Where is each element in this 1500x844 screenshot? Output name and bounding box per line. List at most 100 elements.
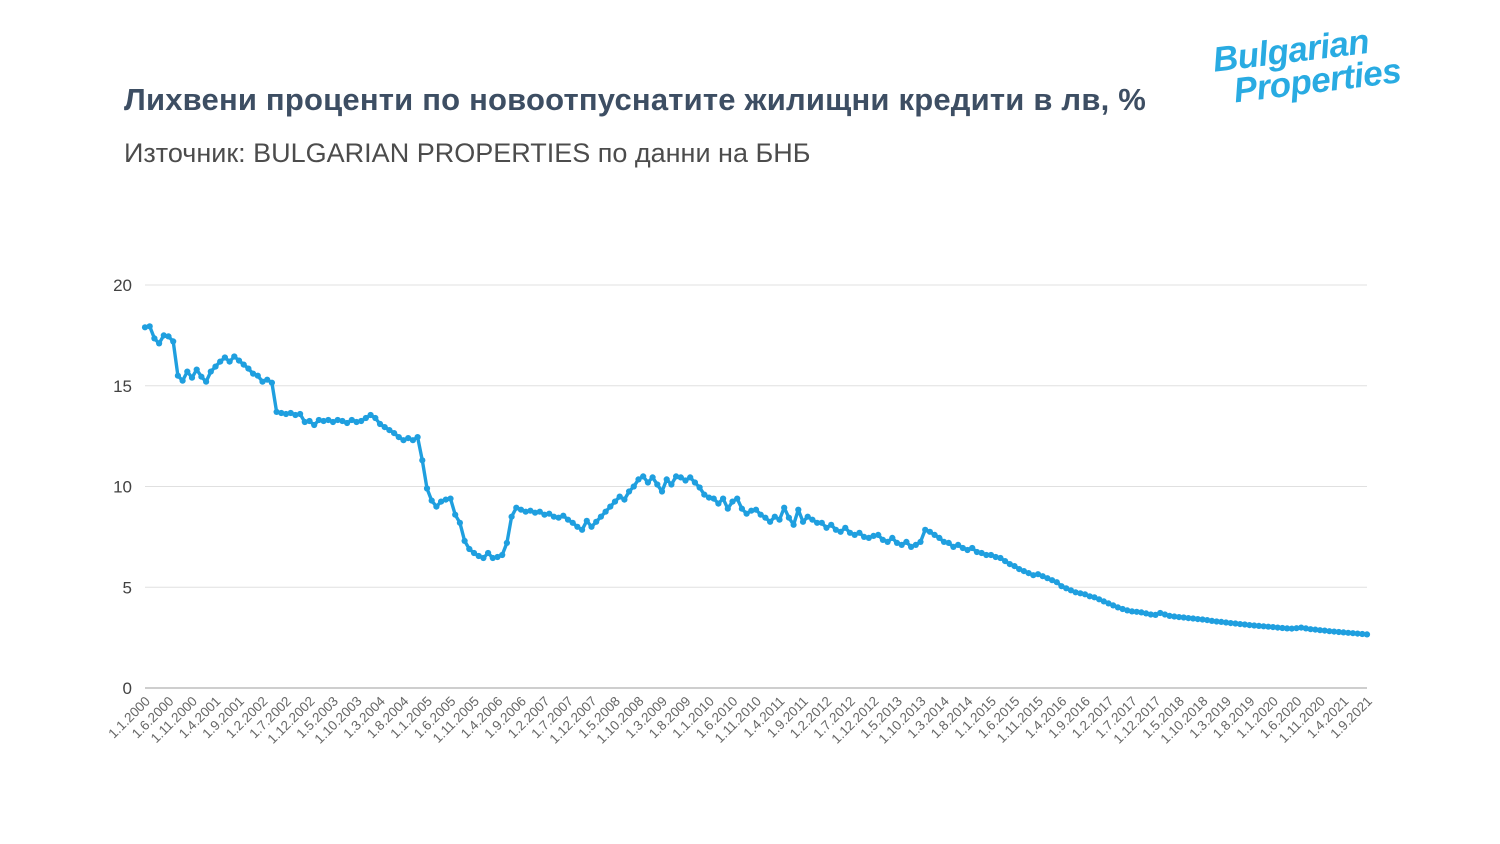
data-point bbox=[588, 523, 595, 530]
data-point bbox=[710, 495, 717, 502]
data-point bbox=[381, 424, 388, 431]
data-point bbox=[649, 474, 656, 481]
data-point bbox=[1251, 622, 1258, 629]
data-point bbox=[983, 551, 990, 559]
data-point bbox=[790, 521, 797, 528]
data-point bbox=[1326, 628, 1333, 635]
data-point bbox=[1204, 617, 1211, 624]
data-point bbox=[593, 518, 600, 525]
data-point bbox=[950, 543, 957, 550]
data-point bbox=[658, 488, 666, 495]
data-point bbox=[532, 509, 539, 516]
data-point bbox=[720, 495, 727, 502]
data-point bbox=[546, 510, 553, 517]
data-point bbox=[1147, 611, 1154, 618]
data-point bbox=[1011, 563, 1018, 570]
data-point bbox=[240, 361, 247, 368]
data-point bbox=[489, 554, 496, 562]
data-point bbox=[607, 503, 614, 510]
data-point bbox=[842, 524, 849, 531]
data-point bbox=[814, 519, 821, 526]
data-point bbox=[1269, 624, 1277, 631]
data-point bbox=[884, 538, 891, 545]
data-point bbox=[376, 420, 384, 428]
data-point bbox=[1157, 609, 1164, 617]
y-axis-tick-label: 5 bbox=[123, 578, 132, 597]
data-point bbox=[409, 437, 416, 444]
data-point bbox=[837, 528, 844, 535]
brand-logo: Bulgarian Properties bbox=[1211, 21, 1404, 111]
data-point bbox=[541, 511, 548, 518]
data-point bbox=[691, 479, 699, 486]
data-point bbox=[221, 354, 228, 361]
data-point bbox=[1034, 571, 1042, 578]
data-point bbox=[1119, 605, 1126, 613]
data-point bbox=[597, 513, 605, 520]
data-point bbox=[1161, 611, 1168, 618]
data-point bbox=[517, 506, 525, 513]
data-point bbox=[1227, 620, 1234, 627]
data-point bbox=[391, 430, 398, 437]
data-point bbox=[1363, 631, 1371, 638]
data-point bbox=[898, 541, 905, 548]
data-point bbox=[466, 545, 473, 553]
data-point bbox=[325, 416, 332, 424]
data-point bbox=[560, 512, 567, 519]
data-point bbox=[1020, 568, 1027, 575]
data-point bbox=[174, 372, 181, 379]
data-point bbox=[828, 521, 835, 528]
data-point bbox=[1110, 602, 1117, 609]
data-point bbox=[569, 519, 576, 526]
data-point bbox=[513, 504, 520, 511]
data-point bbox=[1114, 604, 1121, 611]
data-point bbox=[1124, 607, 1131, 614]
data-point bbox=[188, 374, 196, 381]
data-point bbox=[635, 476, 642, 483]
data-point bbox=[1138, 609, 1145, 616]
data-point bbox=[1039, 573, 1046, 580]
data-point bbox=[193, 366, 200, 373]
data-point bbox=[1072, 589, 1079, 596]
data-point bbox=[485, 549, 492, 557]
data-point bbox=[757, 511, 764, 518]
data-point bbox=[809, 516, 816, 523]
data-point bbox=[508, 513, 515, 520]
data-point bbox=[579, 526, 586, 533]
data-point bbox=[781, 504, 788, 511]
data-point bbox=[705, 494, 713, 501]
data-point bbox=[395, 434, 402, 441]
data-point bbox=[329, 418, 337, 426]
data-point bbox=[1340, 629, 1347, 636]
data-point bbox=[1265, 623, 1272, 630]
data-point bbox=[1016, 566, 1023, 573]
data-point bbox=[729, 498, 736, 505]
data-point bbox=[1190, 615, 1197, 622]
data-point bbox=[696, 484, 703, 491]
data-point bbox=[893, 539, 901, 546]
data-point bbox=[170, 338, 177, 345]
data-point bbox=[344, 419, 351, 427]
data-point bbox=[1166, 612, 1173, 619]
data-point bbox=[776, 516, 783, 523]
data-point bbox=[1279, 624, 1286, 632]
data-point bbox=[1006, 561, 1013, 568]
data-point bbox=[602, 508, 609, 515]
data-point bbox=[1331, 628, 1338, 635]
data-point bbox=[936, 534, 943, 541]
data-point bbox=[405, 435, 412, 442]
data-point bbox=[917, 538, 924, 545]
data-point bbox=[762, 514, 769, 521]
data-point bbox=[452, 511, 459, 518]
data-point bbox=[908, 543, 915, 550]
data-point bbox=[1213, 618, 1220, 625]
data-point bbox=[1081, 591, 1089, 598]
data-point bbox=[461, 537, 468, 544]
data-point bbox=[499, 551, 506, 559]
data-point bbox=[1152, 611, 1159, 618]
data-point bbox=[1077, 590, 1084, 597]
data-point bbox=[851, 531, 858, 538]
data-point bbox=[212, 363, 219, 370]
data-point bbox=[1194, 616, 1201, 623]
data-point bbox=[555, 514, 562, 521]
data-point bbox=[1316, 627, 1324, 634]
